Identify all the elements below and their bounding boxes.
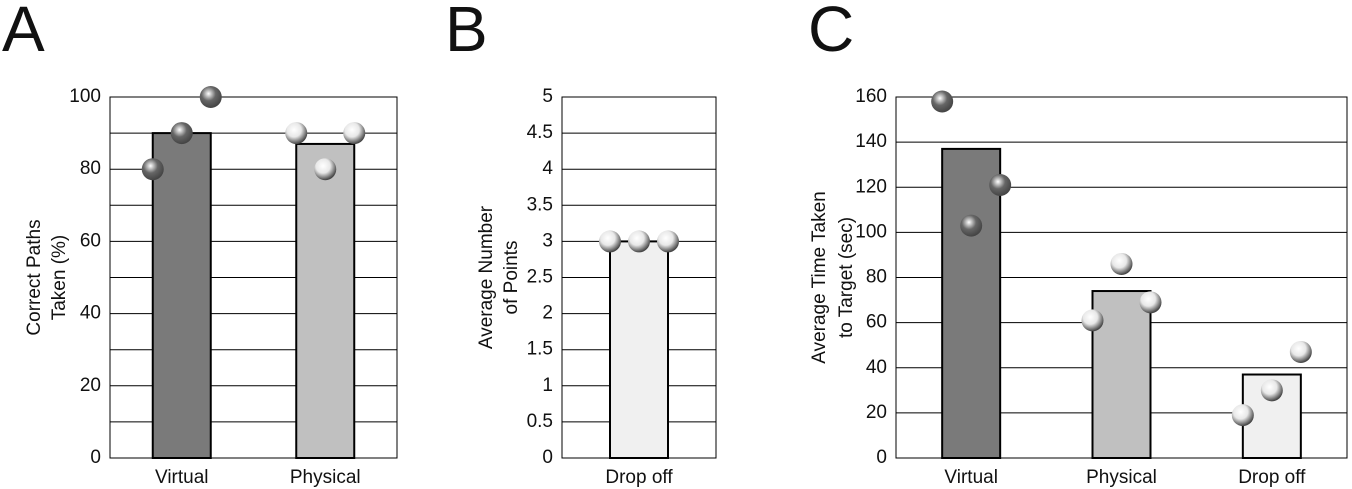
y-tick-label: 60 bbox=[866, 312, 887, 333]
y-tick-label: 1 bbox=[542, 375, 553, 396]
x-tick-label: Physical bbox=[1086, 467, 1157, 488]
y-axis-label: Correct Paths bbox=[24, 219, 45, 335]
data-point bbox=[141, 158, 164, 181]
y-tick-label: 20 bbox=[866, 402, 887, 423]
y-axis-label: to Target (sec) bbox=[836, 217, 857, 338]
y-tick-label: 2.5 bbox=[527, 267, 553, 288]
y-tick-label: 40 bbox=[80, 303, 101, 324]
y-tick-label: 100 bbox=[69, 86, 101, 107]
bar bbox=[151, 132, 212, 459]
y-tick-label: 20 bbox=[80, 375, 101, 396]
y-tick-label: 0.5 bbox=[527, 411, 553, 432]
y-tick-label: 4 bbox=[542, 158, 553, 179]
data-point bbox=[1139, 291, 1162, 314]
data-point bbox=[989, 173, 1012, 196]
bar bbox=[609, 240, 669, 459]
data-point bbox=[657, 230, 679, 253]
data-point bbox=[285, 122, 308, 145]
x-tick-label: Drop off bbox=[605, 467, 673, 488]
data-point bbox=[343, 122, 366, 145]
data-point bbox=[931, 90, 954, 113]
y-tick-label: 100 bbox=[855, 221, 887, 242]
data-point bbox=[1289, 340, 1312, 363]
data-point bbox=[170, 122, 193, 145]
bar bbox=[1091, 290, 1152, 459]
y-tick-label: 0 bbox=[90, 447, 101, 468]
data-point bbox=[599, 230, 621, 253]
y-tick-label: 140 bbox=[855, 131, 887, 152]
data-point bbox=[628, 230, 650, 253]
y-tick-label: 160 bbox=[855, 86, 887, 107]
y-tick-label: 2 bbox=[542, 303, 553, 324]
y-tick-label: 1.5 bbox=[527, 339, 553, 360]
y-axis-label: Taken (%) bbox=[49, 235, 70, 321]
data-point bbox=[1081, 309, 1104, 332]
y-tick-label: 120 bbox=[855, 176, 887, 197]
y-axis-label: Average Time Taken bbox=[809, 191, 830, 364]
x-tick-label: Virtual bbox=[155, 467, 209, 488]
y-tick-label: 80 bbox=[866, 267, 887, 288]
y-axis-label: of Points bbox=[501, 241, 522, 315]
y-tick-label: 0 bbox=[542, 447, 553, 468]
panel-label: B bbox=[445, 0, 488, 65]
x-tick-label: Drop off bbox=[1238, 467, 1306, 488]
data-point bbox=[1231, 404, 1254, 427]
y-tick-label: 0 bbox=[876, 447, 887, 468]
y-tick-label: 40 bbox=[866, 357, 887, 378]
y-tick-label: 3.5 bbox=[527, 194, 553, 215]
data-point bbox=[199, 86, 222, 108]
bar bbox=[941, 147, 1002, 460]
y-tick-label: 60 bbox=[80, 230, 101, 251]
plot-frame bbox=[109, 96, 398, 459]
data-point bbox=[960, 214, 983, 237]
y-axis-label: Average Number bbox=[476, 205, 497, 349]
data-point bbox=[1110, 252, 1133, 275]
y-tick-label: 3 bbox=[542, 230, 553, 251]
y-tick-label: 5 bbox=[542, 86, 553, 107]
x-tick-label: Virtual bbox=[944, 467, 998, 488]
panel-label: A bbox=[2, 0, 45, 65]
panel-label: C bbox=[808, 0, 854, 65]
y-tick-label: 80 bbox=[80, 158, 101, 179]
x-tick-label: Physical bbox=[290, 467, 361, 488]
y-tick-label: 4.5 bbox=[527, 122, 553, 143]
bar bbox=[295, 142, 356, 459]
data-point bbox=[1260, 379, 1283, 402]
data-point bbox=[314, 158, 337, 181]
